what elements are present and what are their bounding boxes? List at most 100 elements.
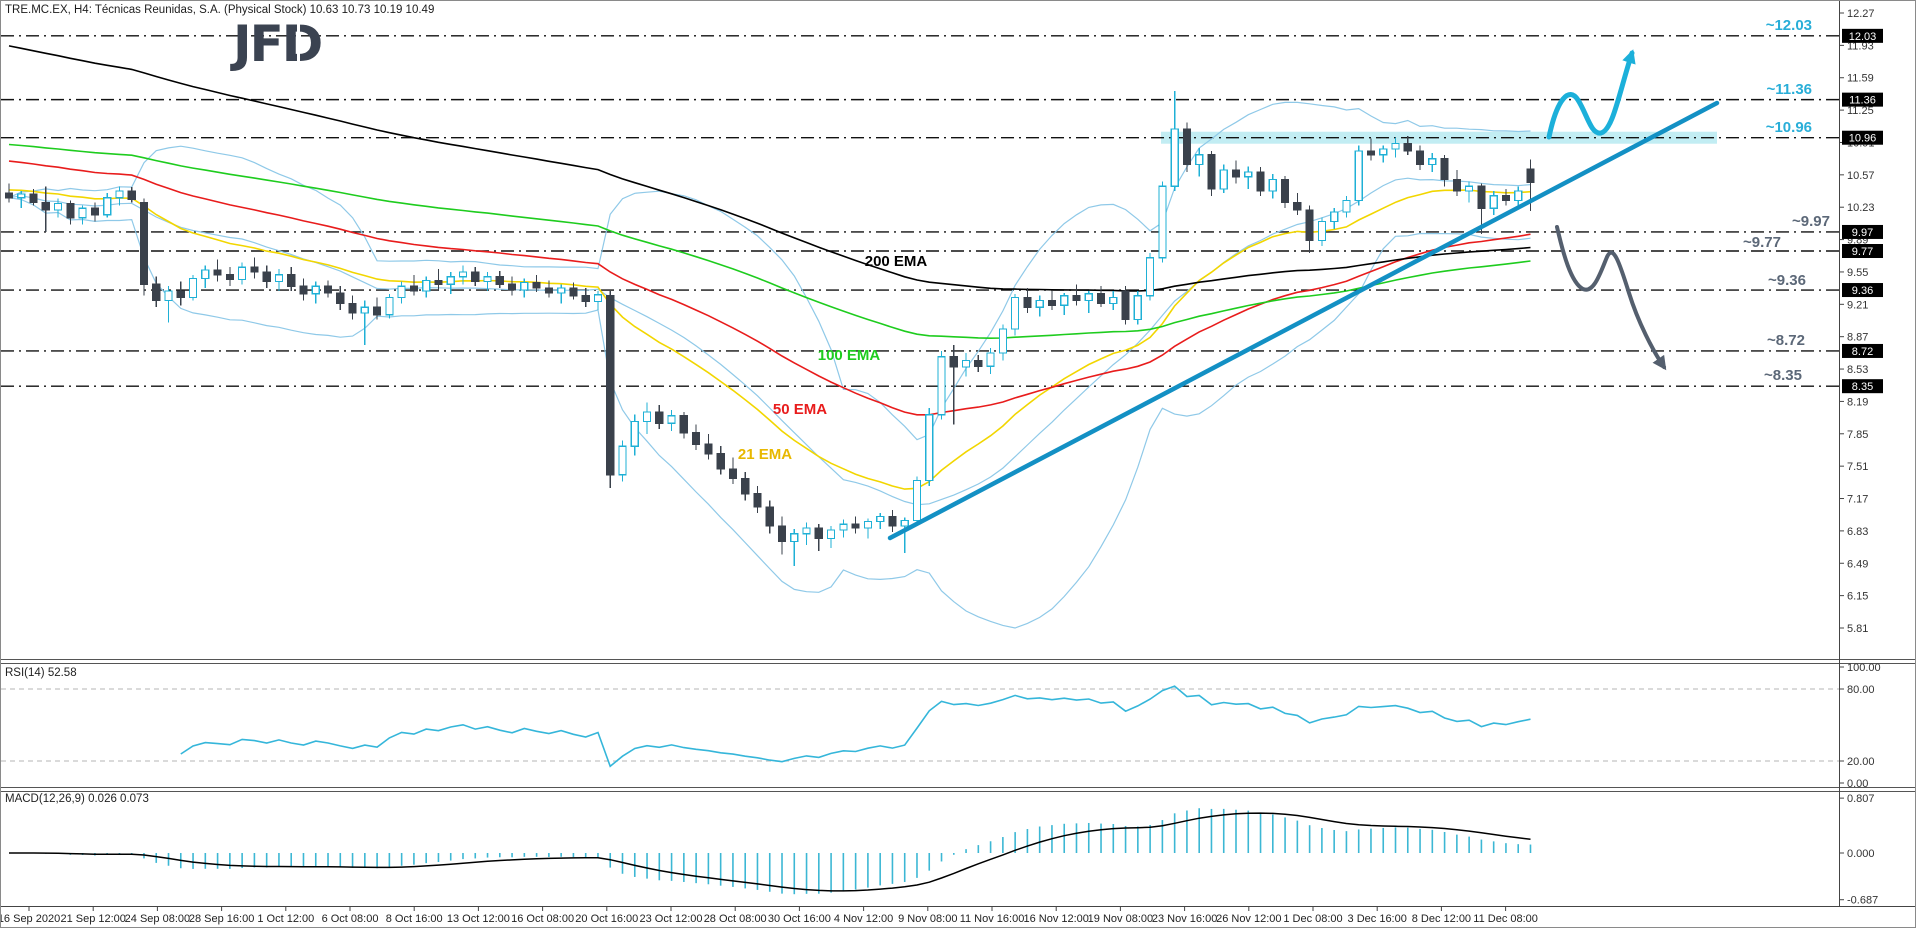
uptrend-line[interactable] (887, 100, 1720, 541)
candle-bear[interactable] (1096, 293, 1106, 304)
candle-bull[interactable] (618, 445, 627, 476)
candle-bear[interactable] (753, 493, 762, 508)
candle-bear[interactable] (348, 302, 357, 314)
candle-bear[interactable] (532, 281, 541, 289)
candle-bull[interactable] (1465, 185, 1474, 192)
candle-bull[interactable] (1146, 257, 1155, 297)
candle-bull[interactable] (557, 287, 566, 294)
candle-bull[interactable] (1268, 179, 1277, 192)
candle-bear[interactable] (888, 516, 897, 527)
candle-bull[interactable] (1035, 299, 1044, 308)
candle-bear[interactable] (569, 287, 578, 297)
candle-bear[interactable] (495, 276, 504, 285)
candle-bear[interactable] (262, 271, 271, 283)
candle-bull[interactable] (937, 356, 946, 416)
candle-bull[interactable] (483, 276, 492, 283)
candle-bear[interactable] (716, 453, 725, 470)
candle-bear[interactable] (213, 269, 222, 276)
candle-bull[interactable] (201, 269, 210, 280)
candle-bear[interactable] (1305, 209, 1314, 242)
candle-bear[interactable] (949, 356, 958, 368)
candle-bull[interactable] (1133, 295, 1142, 321)
date-label[interactable]: 24 Sep 08:00 (125, 913, 190, 925)
candle-bull[interactable] (961, 359, 971, 368)
candle-bear[interactable] (287, 274, 296, 287)
candle-bear[interactable] (1121, 290, 1130, 321)
date-label[interactable]: 23 Oct 12:00 (640, 913, 703, 925)
candle-bull[interactable] (520, 281, 529, 291)
candle-bear[interactable] (655, 411, 664, 424)
candle-bear[interactable] (250, 266, 259, 273)
candle-bear[interactable] (41, 201, 50, 211)
candle-bull[interactable] (1317, 220, 1326, 242)
date-label[interactable]: 26 Nov 12:00 (1216, 913, 1281, 925)
candle-bear[interactable] (1047, 299, 1057, 306)
candle-bear[interactable] (90, 207, 99, 216)
candle-bull[interactable] (78, 207, 87, 219)
candle-bull[interactable] (900, 519, 909, 527)
candle-bull[interactable] (422, 279, 431, 292)
candle-bear[interactable] (66, 202, 75, 219)
candle-bull[interactable] (790, 533, 799, 542)
bearish-scenario-arrow[interactable] (1555, 225, 1667, 371)
date-label[interactable]: 1 Dec 08:00 (1283, 913, 1342, 925)
candle-bull[interactable] (630, 420, 639, 447)
candle-bear[interactable] (704, 443, 713, 455)
candle-bear[interactable] (225, 274, 234, 281)
candle-bear[interactable] (814, 527, 823, 540)
date-label[interactable]: 16 Nov 12:00 (1023, 913, 1088, 925)
candle-bear[interactable] (777, 525, 787, 542)
candle-bear[interactable] (1231, 169, 1241, 178)
date-label[interactable]: 11 Dec 08:00 (1473, 913, 1538, 925)
candle-bull[interactable] (1084, 293, 1093, 302)
candle-bull[interactable] (360, 306, 369, 314)
candle-bull[interactable] (1330, 211, 1339, 223)
candle-bear[interactable] (765, 506, 774, 527)
candle-bear[interactable] (176, 290, 185, 299)
candle-bull[interactable] (863, 520, 873, 529)
date-label[interactable]: 30 Oct 16:00 (768, 913, 831, 925)
candle-bull[interactable] (667, 415, 676, 424)
bullish-scenario-arrow[interactable] (1546, 49, 1636, 140)
candle-bull[interactable] (1428, 158, 1437, 165)
candle-bull[interactable] (446, 276, 455, 285)
candle-bear[interactable] (1415, 150, 1425, 165)
candle-bull[interactable] (274, 274, 284, 283)
candle-bear[interactable] (1403, 142, 1412, 152)
candle-bull[interactable] (1342, 199, 1351, 213)
candle-bear[interactable] (581, 295, 590, 303)
candle-bull[interactable] (998, 328, 1007, 354)
candle-bull[interactable] (1170, 128, 1179, 187)
candle-bull[interactable] (238, 266, 247, 281)
candle-bull[interactable] (912, 479, 922, 522)
date-label[interactable]: 28 Sep 16:00 (189, 913, 254, 925)
candle-bear[interactable] (434, 279, 443, 285)
candle-bull[interactable] (826, 529, 836, 540)
candle-bull[interactable] (103, 197, 112, 216)
candle-bear[interactable] (1023, 297, 1032, 308)
candle-bull[interactable] (642, 411, 652, 423)
candle-bear[interactable] (1526, 168, 1535, 184)
date-label[interactable]: 28 Oct 08:00 (704, 913, 767, 925)
date-label[interactable]: 1 Oct 12:00 (257, 913, 314, 925)
candle-bear[interactable] (1072, 295, 1081, 302)
candle-bear[interactable] (974, 359, 983, 367)
candle-bear[interactable] (1182, 128, 1192, 165)
candle-bull[interactable] (925, 414, 934, 482)
candle-bull[interactable] (1354, 150, 1363, 202)
candle-bull[interactable] (876, 516, 885, 522)
date-label[interactable]: 4 Nov 12:00 (834, 913, 893, 925)
candle-bear[interactable] (409, 285, 419, 292)
candle-bear[interactable] (29, 193, 38, 204)
candle-bear[interactable] (1280, 179, 1290, 204)
candle-bull[interactable] (397, 285, 406, 299)
candle-bear[interactable] (1477, 185, 1486, 209)
candle-bear[interactable] (127, 190, 136, 201)
date-label[interactable]: 16 Oct 08:00 (511, 913, 574, 925)
candle-bull[interactable] (115, 190, 124, 199)
candle-bull[interactable] (986, 352, 995, 367)
candle-bull[interactable] (1219, 169, 1228, 190)
candle-bull[interactable] (164, 290, 173, 302)
candle-bull[interactable] (1514, 190, 1523, 202)
candle-bear[interactable] (851, 523, 860, 529)
